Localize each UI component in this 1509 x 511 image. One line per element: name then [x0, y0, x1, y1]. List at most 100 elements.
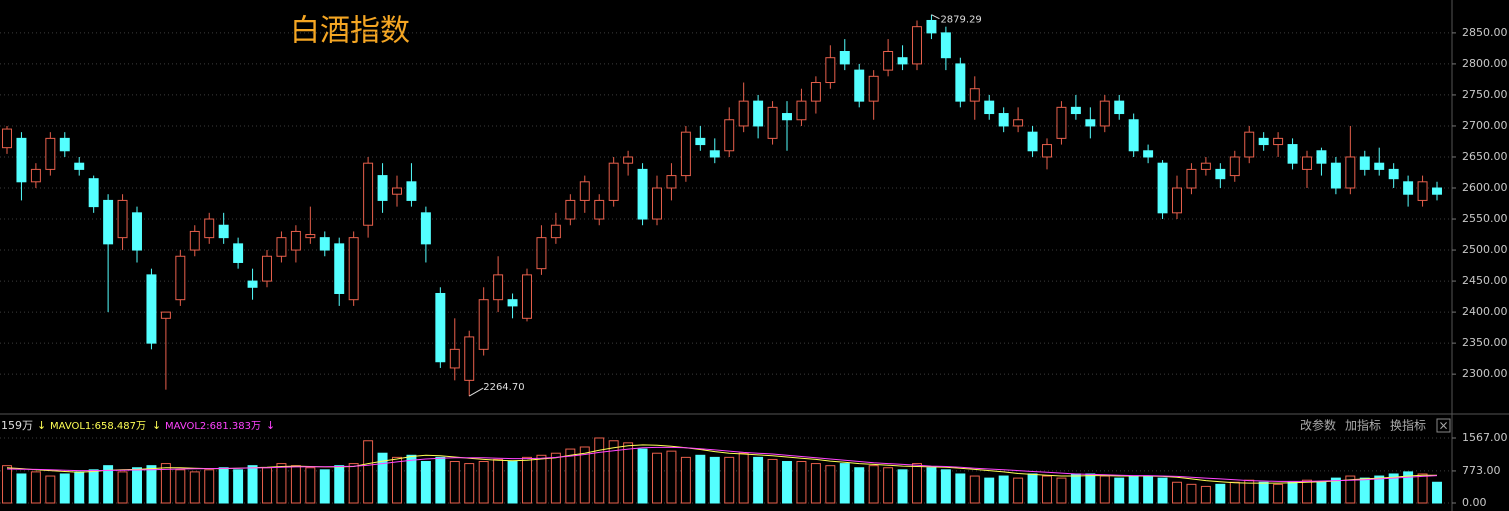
candle-body	[1056, 106, 1067, 139]
candle-body	[522, 274, 532, 319]
candle-body	[435, 292, 446, 363]
volume-bar	[912, 463, 922, 504]
candle-body	[1403, 181, 1414, 195]
y-tick-label: 2500.00	[1462, 243, 1508, 256]
volume-bar	[1432, 481, 1442, 504]
volume-bar	[132, 467, 142, 504]
volume-bar	[897, 469, 908, 504]
candle-body	[1042, 144, 1052, 158]
volume-bar	[550, 452, 561, 504]
candle-body	[1085, 119, 1096, 127]
candle-body	[204, 218, 215, 239]
candle-body	[464, 336, 475, 381]
candle-body	[1027, 131, 1038, 152]
volume-bar	[955, 473, 966, 504]
volume-bar	[319, 469, 330, 504]
candle-body	[1287, 144, 1298, 164]
candle-body	[233, 243, 244, 263]
candle-body	[493, 274, 504, 301]
mavol1-label: MAVOL1:658.487万	[50, 421, 146, 432]
button[interactable]: 换指标	[1390, 418, 1426, 433]
volume-bar	[16, 473, 27, 504]
volume-bar	[724, 456, 735, 504]
volume-bar	[218, 467, 229, 504]
volume-bar	[1258, 481, 1269, 504]
y-tick-label: 2850.00	[1462, 26, 1508, 39]
candle-body	[1229, 156, 1240, 177]
candle-body	[1200, 162, 1211, 170]
volume-bar	[1302, 479, 1312, 504]
candle-body	[955, 63, 966, 102]
arrow: ↓	[37, 419, 46, 432]
candle-body	[868, 75, 879, 102]
volume-bar	[854, 467, 865, 504]
volume-bar	[1403, 471, 1414, 504]
candle-body	[1316, 150, 1327, 164]
volume-bar	[233, 469, 244, 504]
candle-body	[1114, 100, 1125, 115]
candle-body	[695, 137, 706, 146]
close-button[interactable]: ×	[1438, 419, 1448, 433]
candle-body	[305, 234, 316, 239]
close-box[interactable]	[1436, 418, 1451, 433]
candle-body	[507, 299, 518, 307]
y-tick-label: 2750.00	[1462, 88, 1508, 101]
candle-body	[536, 237, 547, 270]
candle-body	[984, 100, 995, 115]
volume-bar	[579, 446, 590, 504]
volume-bar	[1027, 473, 1038, 504]
chart-title: 白酒指数	[290, 14, 410, 49]
volume-bar	[1042, 475, 1052, 504]
candle-body	[854, 69, 865, 102]
candle-body	[334, 243, 345, 294]
volume-bar	[262, 467, 272, 504]
volume-bar	[160, 463, 171, 504]
volume-bar	[392, 456, 402, 504]
candle-body	[1013, 119, 1024, 127]
candle-body	[1273, 137, 1284, 146]
volume-bar	[334, 465, 345, 504]
volume-bar	[1273, 483, 1284, 504]
button[interactable]: 改参数	[1300, 418, 1336, 433]
volume-bar	[1215, 483, 1226, 504]
volume-bar	[1070, 473, 1081, 504]
candle-body	[623, 156, 634, 164]
volume-bar	[796, 461, 807, 504]
candle-body	[103, 199, 114, 245]
candle-body	[998, 113, 1009, 127]
low-label: 2264.70	[483, 382, 524, 393]
candle-body	[680, 131, 691, 177]
volume-bar	[594, 437, 605, 504]
candle-body	[146, 274, 157, 344]
volume-bar	[30, 471, 41, 504]
candle-body	[1432, 187, 1442, 195]
volume-bar	[204, 469, 215, 504]
candle-body	[189, 230, 200, 251]
volume-bar	[406, 454, 417, 504]
candle-body	[1374, 162, 1385, 170]
y-tick-label: 2400.00	[1462, 305, 1508, 318]
candle-body	[1359, 156, 1370, 170]
high-label: 2879.29	[940, 15, 981, 26]
volume-bar	[1388, 473, 1399, 504]
button[interactable]: 加指标	[1345, 418, 1381, 433]
volume-bar	[709, 456, 720, 504]
candle-body	[348, 237, 359, 301]
arrow: ↓	[266, 419, 275, 432]
volume-bar	[810, 463, 821, 504]
y-tick-label: 773.00	[1462, 464, 1501, 477]
volume-bar	[666, 450, 677, 504]
candle-body	[594, 199, 605, 220]
volume-bar	[276, 463, 287, 504]
volume-bar	[1345, 475, 1356, 504]
candle-body	[738, 100, 749, 127]
volume-bar	[1330, 477, 1341, 504]
arrow: ↓	[152, 419, 161, 432]
candle-body	[218, 224, 229, 239]
volume-bar	[103, 465, 114, 504]
volume-bar	[377, 452, 388, 504]
volume-bar	[825, 465, 836, 504]
volume-bar	[1128, 475, 1139, 504]
candle-body	[724, 119, 735, 152]
